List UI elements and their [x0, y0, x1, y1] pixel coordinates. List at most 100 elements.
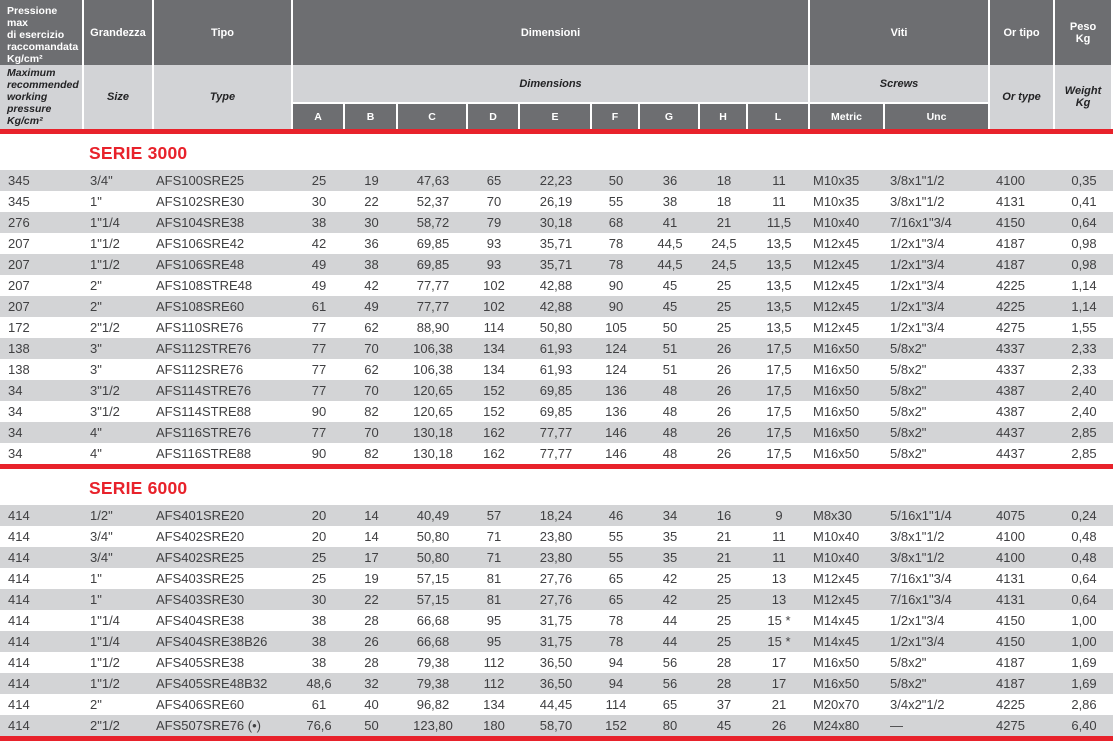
- cell-dim-f: 55: [592, 547, 640, 568]
- cell-dim-e: 50,80: [539, 320, 573, 335]
- cell-size: 3": [90, 362, 102, 377]
- cell-dim-f: 146: [592, 422, 640, 443]
- cell-dim-g: 35: [662, 529, 678, 544]
- cell-dim-f: 105: [605, 320, 627, 335]
- header-type-en: Type: [154, 65, 293, 129]
- cell-dim-g: 48: [640, 422, 700, 443]
- cell-dim-b: 38: [345, 254, 398, 275]
- cell-dim-g: 48: [662, 404, 678, 419]
- cell-dim-g: 44,5: [657, 236, 683, 251]
- cell-screw-metric: M14x45: [813, 613, 860, 628]
- cell-dim-l: 13: [771, 571, 787, 586]
- cell-dim-e: 35,71: [539, 236, 573, 251]
- cell-weight: 2,85: [1055, 422, 1113, 443]
- cell-dim-e: 44,45: [539, 697, 573, 712]
- cell-pressure: 138: [0, 338, 84, 359]
- cell-weight: 1,55: [1071, 320, 1097, 335]
- cell-dim-c: 50,80: [416, 529, 450, 544]
- cell-or-type: 4387: [990, 380, 1055, 401]
- table-row: 276 1"1/4 AFS104SRE38 38 30 58,72 79 30,18 68 41 2…: [0, 212, 1113, 233]
- cell-dim-g: 45: [662, 278, 678, 293]
- cell-dim-h: 25: [700, 296, 748, 317]
- cell-dim-c: 50,80: [398, 547, 468, 568]
- cell-dim-f: 55: [608, 194, 624, 209]
- cell-dim-c: 57,15: [398, 589, 468, 610]
- cell-dim-g: 44: [640, 631, 700, 652]
- cell-dim-a: 25: [293, 170, 345, 191]
- cell-dim-f: 124: [592, 338, 640, 359]
- cell-dim-b: 42: [364, 278, 379, 293]
- cell-screw-metric: M16x50: [810, 422, 885, 443]
- cell-dim-a: 49: [311, 278, 327, 293]
- table-row: 138 3" AFS112SRE76 77 62 106,38 134 61,93 124 51 2…: [0, 359, 1113, 380]
- cell-dim-f: 114: [605, 697, 627, 712]
- cell-screw-metric: M8x30: [810, 505, 885, 526]
- cell-screw-unc: 1/2x1"3/4: [890, 236, 945, 251]
- cell-size: 2": [90, 278, 102, 293]
- screw-col-metric: Metric: [810, 102, 886, 129]
- red-rule-bottom: [0, 736, 1113, 741]
- cell-weight: 2,33: [1055, 338, 1113, 359]
- cell-screw-metric: M16x50: [813, 404, 860, 419]
- cell-dim-d: 162: [468, 422, 520, 443]
- cell-dim-d: 102: [468, 296, 520, 317]
- cell-dim-l: 17: [771, 655, 787, 670]
- cell-dim-c: 52,37: [416, 194, 450, 209]
- cell-weight: 0,35: [1055, 170, 1113, 191]
- cell-weight: 1,00: [1071, 613, 1097, 628]
- table-row: 414 1/2" AFS401SRE20 20 14 40,49 57 18,24 46 34 16…: [0, 505, 1113, 526]
- cell-size: 2": [90, 697, 102, 712]
- dim-col-b: B: [345, 102, 398, 129]
- cell-dim-l: 13: [748, 589, 810, 610]
- cell-dim-f: 94: [608, 655, 624, 670]
- cell-screw-unc: 1/2x1"3/4: [885, 254, 990, 275]
- table-row: 345 3/4" AFS100SRE25 25 19 47,63 65 22,23 50 36 18…: [0, 170, 1113, 191]
- cell-dim-h: 24,5: [711, 236, 737, 251]
- cell-dim-l: 11: [748, 170, 810, 191]
- cell-type: AFS402SRE25: [154, 547, 293, 568]
- cell-size: 1/2": [84, 505, 154, 526]
- cell-type: AFS402SRE20: [156, 529, 245, 544]
- cell-dim-f: 146: [605, 446, 627, 461]
- cell-pressure: 414: [8, 613, 30, 628]
- cell-size: 3"1/2: [84, 380, 154, 401]
- cell-dim-e: 77,77: [520, 422, 592, 443]
- cell-size: 3": [84, 338, 154, 359]
- cell-dim-d: 81: [486, 571, 502, 586]
- header-or-type-it: Or tipo: [990, 0, 1056, 65]
- cell-dim-h: 18: [716, 194, 732, 209]
- cell-weight: 0,64: [1055, 212, 1113, 233]
- table-row: 345 1" AFS102SRE30 30 22 52,37 70 26,19 55 38 18 11…: [0, 191, 1113, 212]
- cell-pressure: 414: [0, 673, 84, 694]
- cell-dim-h: 16: [700, 505, 748, 526]
- cell-pressure: 414: [8, 655, 30, 670]
- cell-dim-b: 22: [364, 194, 379, 209]
- cell-dim-f: 136: [605, 404, 627, 419]
- cell-dim-b: 82: [364, 446, 379, 461]
- cell-dim-l: 15 *: [767, 613, 791, 628]
- cell-size: 1"1/2: [84, 254, 154, 275]
- cell-dim-g: 42: [662, 571, 678, 586]
- cell-or-type: 4187: [996, 236, 1025, 251]
- cell-dim-e: 77,77: [539, 446, 573, 461]
- cell-weight: 2,40: [1055, 380, 1113, 401]
- cell-dim-c: 79,38: [416, 655, 450, 670]
- cell-pressure: 414: [0, 547, 84, 568]
- cell-pressure: 345: [8, 194, 30, 209]
- cell-dim-d: 134: [483, 362, 505, 377]
- cell-or-type: 4337: [990, 338, 1055, 359]
- cell-dim-f: 46: [592, 505, 640, 526]
- cell-type: AFS405SRE38: [156, 655, 245, 670]
- cell-or-type: 4150: [996, 613, 1025, 628]
- cell-size: 1"1/2: [84, 673, 154, 694]
- cell-screw-metric: M10x40: [810, 212, 885, 233]
- cell-dim-h: 26: [716, 362, 732, 377]
- cell-dim-l: 17,5: [748, 422, 810, 443]
- cell-screw-unc: 1/2x1"3/4: [885, 296, 990, 317]
- cell-dim-l: 11: [748, 547, 810, 568]
- cell-pressure: 34: [8, 404, 23, 419]
- cell-dim-e: 69,85: [520, 380, 592, 401]
- cell-dim-d: 134: [483, 697, 505, 712]
- cell-dim-e: 31,75: [539, 613, 573, 628]
